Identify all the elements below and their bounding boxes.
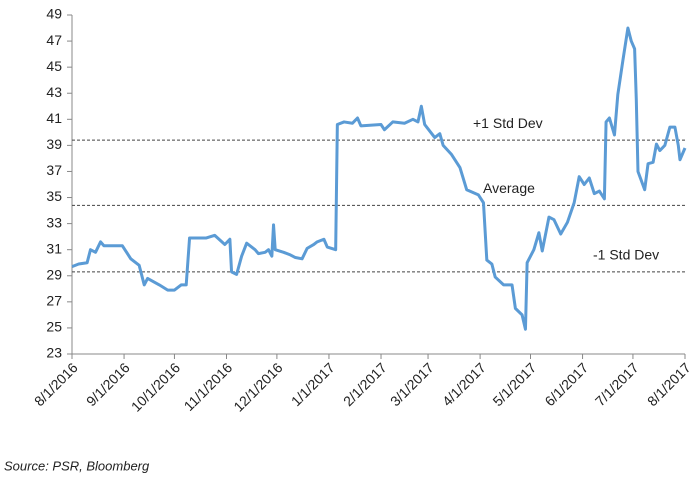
y-tick-label: 37 [46, 162, 62, 178]
x-tick-label: 12/1/2016 [230, 359, 286, 415]
y-tick-label: 49 [46, 6, 62, 22]
x-tick-label: 1/1/2017 [288, 359, 338, 409]
x-tick-label: 10/1/2016 [128, 359, 184, 415]
x-tick-label: 5/1/2017 [489, 359, 539, 409]
y-tick-label: 45 [46, 58, 62, 74]
x-tick-label: 6/1/2017 [541, 359, 591, 409]
price-line [71, 26, 687, 331]
y-tick-label: 47 [46, 32, 62, 48]
y-tick-label: 43 [46, 84, 62, 100]
x-tick-label: 8/1/2017 [644, 359, 694, 409]
y-tick-label: 25 [46, 319, 62, 335]
y-tick-label: 39 [46, 136, 62, 152]
x-tick-label: 2/1/2017 [340, 359, 390, 409]
reference-label: +1 Std Dev [473, 115, 543, 131]
x-tick-label: 4/1/2017 [439, 359, 489, 409]
y-tick-label: 29 [46, 266, 62, 282]
x-tick-label: 11/1/2016 [181, 359, 236, 414]
source-note: Source: PSR, Bloomberg [4, 458, 150, 473]
y-tick-label: 31 [46, 240, 62, 256]
x-tick-label: 3/1/2017 [387, 359, 437, 409]
y-tick-label: 23 [46, 345, 62, 361]
y-tick-label: 27 [46, 293, 62, 309]
y-tick-label: 35 [46, 188, 62, 204]
y-tick-label: 33 [46, 214, 62, 230]
x-tick-label: 7/1/2017 [592, 359, 642, 409]
reference-label: -1 Std Dev [593, 247, 659, 263]
x-tick-label: 8/1/2016 [31, 359, 81, 409]
y-tick-label: 41 [46, 110, 62, 126]
reference-label: Average [483, 180, 535, 196]
x-tick-label: 9/1/2016 [83, 359, 133, 409]
